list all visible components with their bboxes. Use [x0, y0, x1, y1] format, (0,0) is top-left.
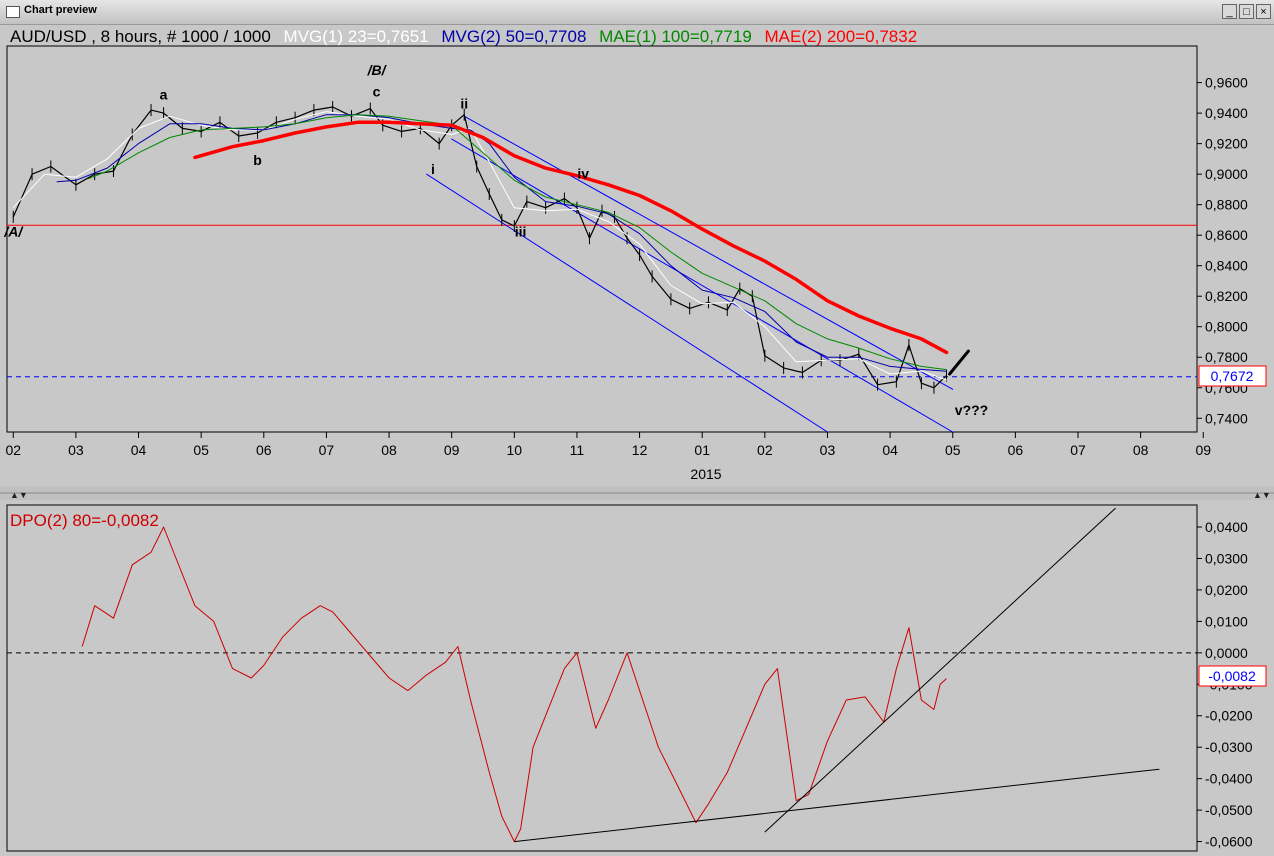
dpo-y-tick-label: -0,0400 [1205, 771, 1253, 787]
wave-label: iv [577, 166, 589, 182]
price-y-tick-label: 0,8800 [1205, 197, 1248, 213]
series-mae-2-200 [193, 120, 949, 355]
dpo-plot-frame [6, 504, 1198, 852]
price-x-tick-label: 03 [820, 442, 836, 458]
price-header: AUD/USD , 8 hours, # 1000 / 1000 MVG(1) … [10, 27, 917, 46]
minimize-button[interactable]: _ [1222, 4, 1237, 19]
series-dpo-2-80 [81, 526, 947, 843]
price-y-tick-label: 0,9200 [1205, 136, 1248, 152]
price-y-tick-label: 0,9400 [1205, 105, 1248, 121]
dpo-current-box [1198, 665, 1267, 687]
price-x-tick-label: 05 [193, 442, 209, 458]
price-x-tick-label: 06 [256, 442, 272, 458]
dpo-y-tick-label: -0,0600 [1205, 834, 1253, 850]
current-price-label: 0,7672 [1211, 368, 1254, 384]
price-x-tick-label: 12 [632, 442, 648, 458]
wave-label: b [253, 152, 262, 168]
mae1-legend: MAE(1) 100=0,7719 [599, 27, 752, 46]
window-icon [6, 6, 20, 18]
price-x-tick-label: 02 [5, 442, 21, 458]
price-x-tick-label: 09 [1195, 442, 1211, 458]
mae2-legend: MAE(2) 200=0,7832 [765, 27, 918, 46]
price-channel-lines [426, 115, 954, 433]
price-x-tick-label: 11 [570, 442, 585, 458]
close-button[interactable]: × [1256, 4, 1271, 19]
price-x-tick-label: 07 [1070, 442, 1086, 458]
dpo-y-tick-label: -0,0200 [1205, 708, 1253, 724]
price-x-tick-label: 08 [1133, 442, 1149, 458]
wave-label: i [431, 161, 435, 177]
mvg1-legend: MVG(1) 23=0,7651 [284, 27, 429, 46]
wave-label: iii [515, 224, 527, 240]
wave-label: c [373, 83, 381, 99]
instrument-label: AUD/USD , 8 hours, # 1000 / 1000 [10, 27, 271, 46]
wave-label: /B/ [367, 62, 388, 78]
wave-label: /A/ [3, 224, 24, 240]
splitter-collapse-icon[interactable]: ▲▼ [10, 490, 28, 500]
price-reference-lines [7, 224, 1197, 378]
price-y-tick-label: 0,8600 [1205, 227, 1248, 243]
price-series-group [12, 101, 970, 394]
price-y-ticks: 0,9600 0,9400 0,9200 0,9000 0,8800 0,8600 0,84… [1197, 75, 1248, 426]
price-x-tick-label: 04 [882, 442, 898, 458]
dpo-y-tick-label: -0,0500 [1205, 802, 1253, 818]
price-y-tick-label: 0,9600 [1205, 75, 1248, 91]
price-x-tick-label: 08 [381, 442, 397, 458]
series-channel-upper [463, 115, 954, 390]
series-mvg-2-50 [56, 114, 947, 372]
price-y-tick-label: 0,8400 [1205, 258, 1248, 274]
series-aud-usd [12, 106, 948, 389]
price-x-tick-label: 01 [694, 442, 710, 458]
wave-label: v??? [955, 402, 988, 418]
price-x-tick-label: 10 [507, 442, 523, 458]
dpo-series-group [81, 507, 1160, 843]
dpo-y-ticks: 0,04000,03000,02000,01000,0000-0,0100-0,… [1197, 519, 1253, 850]
series-channel-middle [451, 138, 954, 433]
wave-label: a [160, 86, 168, 102]
price-x-tick-label: 05 [945, 442, 961, 458]
price-x-tick-label: 02 [757, 442, 773, 458]
price-x-tick-label: 09 [444, 442, 460, 458]
price-x-tick-label: 03 [68, 442, 84, 458]
year-label: 2015 [690, 466, 721, 482]
dpo-y-tick-label: -0,0300 [1205, 739, 1253, 755]
series-trendline-2 [764, 507, 1116, 833]
dpo-current-label: -0,0082 [1208, 668, 1256, 684]
price-x-tick-label: 04 [131, 442, 147, 458]
splitter-expand-icon[interactable]: ▲▼ [1253, 490, 1271, 500]
price-x-tick-label: 07 [319, 442, 335, 458]
series-mae-1-100 [87, 114, 947, 371]
series-projection [948, 349, 970, 376]
price-y-tick-label: 0,7400 [1205, 410, 1248, 426]
dpo-y-tick-label: 0,0000 [1205, 645, 1248, 661]
series-mvg-1-23 [12, 111, 947, 381]
series-trendline-1 [514, 768, 1160, 843]
dpo-y-tick-label: 0,0100 [1205, 613, 1248, 629]
dpo-y-tick-label: 0,0200 [1205, 582, 1248, 598]
price-x-ticks: 02 03 04 05 06 07 08 09 10 11 12 01 02 03 04 05 06 07 08 09 [5, 432, 1211, 458]
price-x-tick-label: 06 [1008, 442, 1024, 458]
wave-label: ii [460, 96, 468, 112]
mvg2-legend: MVG(2) 50=0,7708 [441, 27, 586, 46]
dpo-header: DPO(2) 80=-0,0082 [10, 511, 159, 530]
price-y-tick-label: 0,8000 [1205, 319, 1248, 335]
price-y-tick-label: 0,7800 [1205, 349, 1248, 365]
title-bar: Chart preview _ □ × [0, 0, 1274, 25]
price-y-tick-label: 0,8200 [1205, 288, 1248, 304]
price-plot-frame [6, 45, 1198, 433]
maximize-button[interactable]: □ [1239, 4, 1254, 19]
current-price-box [1198, 365, 1267, 387]
dpo-y-tick-label: 0,0300 [1205, 550, 1248, 566]
dpo-y-tick-label: 0,0400 [1205, 519, 1248, 535]
price-y-tick-label: 0,9000 [1205, 166, 1248, 182]
window-title: Chart preview [24, 4, 97, 16]
series-channel-lower [426, 173, 828, 433]
